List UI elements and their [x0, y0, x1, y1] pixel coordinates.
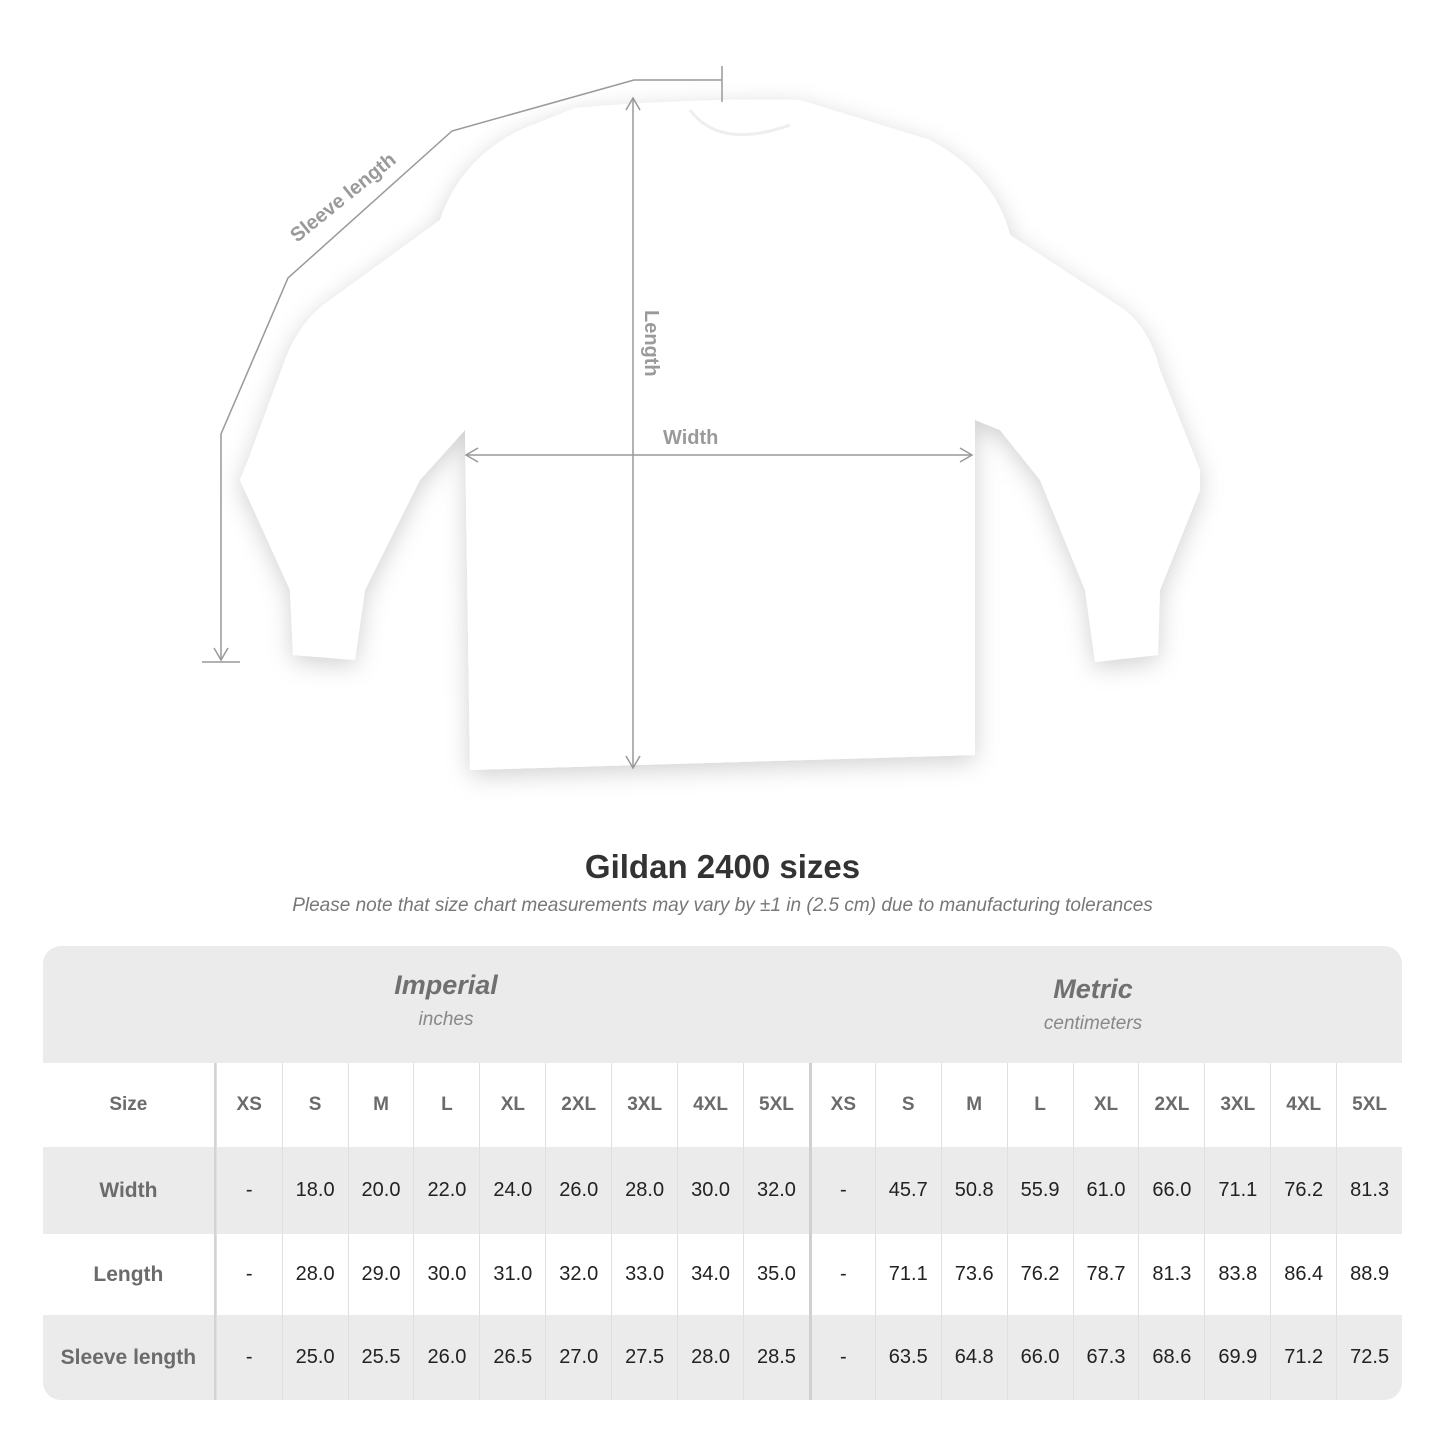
imperial-value: - [215, 1315, 282, 1400]
metric-value: - [808, 1147, 875, 1234]
size-header-metric: 2XL [1138, 1063, 1204, 1147]
size-header-imperial: 4XL [677, 1063, 743, 1147]
row-label: Sleeve length [43, 1315, 216, 1400]
imperial-value: 30.0 [413, 1234, 479, 1315]
metric-value: 88.9 [1336, 1234, 1402, 1315]
size-header-metric: L [1006, 1063, 1073, 1147]
metric-value: 73.6 [940, 1234, 1007, 1315]
imperial-value: 33.0 [611, 1234, 677, 1315]
table-row-width: Width -18.0 20.0 22.0 24.0 26.0 28.0 30.0 32.0-4… [43, 1147, 1402, 1234]
metric-value: 67.3 [1072, 1315, 1139, 1400]
size-header-metric: XL [1072, 1063, 1139, 1147]
sleeve-measure-line [202, 66, 723, 663]
imperial-value: 28.0 [677, 1315, 743, 1400]
metric-unit: centimeters [1043, 1013, 1143, 1034]
metric-header: Metric centimeters [868, 946, 1318, 1063]
table-row-length: Length -28.0 29.0 30.0 31.0 32.0 33.0 34.0 35.0-… [43, 1234, 1402, 1315]
metric-value: 83.8 [1204, 1234, 1270, 1315]
size-header-imperial: 3XL [611, 1063, 677, 1147]
size-header-metric: 3XL [1204, 1063, 1270, 1147]
metric-value: 45.7 [874, 1147, 941, 1234]
imperial-value: 34.0 [677, 1234, 743, 1315]
imperial-unit: inches [418, 1009, 474, 1030]
imperial-value: 26.0 [545, 1147, 611, 1234]
imperial-value: 35.0 [743, 1234, 809, 1315]
imperial-value: 28.5 [743, 1315, 809, 1400]
metric-value: 81.3 [1138, 1234, 1204, 1315]
sleeve-length-label: Sleeve length [286, 149, 400, 247]
length-label: Length [640, 310, 662, 377]
size-header-metric: M [940, 1063, 1007, 1147]
tolerance-note: Please note that size chart measurements… [292, 895, 1153, 916]
imperial-value: - [215, 1147, 282, 1234]
imperial-value: 28.0 [611, 1147, 677, 1234]
imperial-value: 18.0 [281, 1147, 348, 1234]
long-sleeve-shirt [240, 99, 1200, 770]
metric-value: 71.1 [1204, 1147, 1270, 1234]
metric-value: - [808, 1315, 875, 1400]
width-label: Width [663, 427, 718, 449]
imperial-title: Imperial [394, 970, 498, 1000]
page-title: Gildan 2400 sizes [584, 848, 861, 885]
size-header-imperial: M [347, 1063, 414, 1147]
metric-value: 66.0 [1138, 1147, 1204, 1234]
size-header-row: Size XS S M L XL 2XL 3XL 4XL 5XL XS S M L XL 2XL 3XL 4XL 5… [43, 1063, 1402, 1147]
imperial-value: 20.0 [347, 1147, 414, 1234]
imperial-value: 25.5 [347, 1315, 414, 1400]
size-label: Size [43, 1063, 216, 1147]
imperial-value: 31.0 [479, 1234, 545, 1315]
imperial-value: 27.0 [545, 1315, 611, 1400]
imperial-value: 26.5 [479, 1315, 545, 1400]
imperial-header: Imperial inches [216, 946, 676, 1063]
metric-value: 61.0 [1072, 1147, 1139, 1234]
metric-value: 55.9 [1006, 1147, 1073, 1234]
imperial-value: 27.5 [611, 1315, 677, 1400]
metric-value: 81.3 [1336, 1147, 1402, 1234]
imperial-value: 29.0 [347, 1234, 414, 1315]
size-header-imperial: S [281, 1063, 348, 1147]
metric-value: - [808, 1234, 875, 1315]
width-measure-line [464, 447, 974, 463]
metric-value: 71.2 [1270, 1315, 1336, 1400]
imperial-value: - [215, 1234, 282, 1315]
metric-value: 69.9 [1204, 1315, 1270, 1400]
size-header-imperial: 2XL [545, 1063, 611, 1147]
length-measure-line [625, 96, 641, 770]
metric-value: 66.0 [1006, 1315, 1073, 1400]
metric-value: 68.6 [1138, 1315, 1204, 1400]
size-header-imperial: L [413, 1063, 479, 1147]
metric-value: 50.8 [940, 1147, 1007, 1234]
metric-value: 86.4 [1270, 1234, 1336, 1315]
row-label: Length [43, 1234, 216, 1315]
metric-value: 76.2 [1270, 1147, 1336, 1234]
size-header-imperial: 5XL [743, 1063, 809, 1147]
imperial-value: 22.0 [413, 1147, 479, 1234]
metric-value: 76.2 [1006, 1234, 1073, 1315]
shirt-diagram: Sleeve length Length Width [202, 66, 1200, 770]
imperial-value: 25.0 [281, 1315, 348, 1400]
table-row-sleeve-length: Sleeve length -25.0 25.5 26.0 26.5 27.0 27.5 28… [43, 1315, 1402, 1400]
size-header-metric: 5XL [1336, 1063, 1402, 1147]
imperial-value: 32.0 [545, 1234, 611, 1315]
imperial-value: 28.0 [281, 1234, 348, 1315]
size-header-metric: XS [808, 1063, 875, 1147]
metric-value: 78.7 [1072, 1234, 1139, 1315]
imperial-value: 26.0 [413, 1315, 479, 1400]
row-label: Width [43, 1147, 216, 1234]
metric-title: Metric [1053, 974, 1133, 1004]
imperial-value: 30.0 [677, 1147, 743, 1234]
size-header-metric: S [874, 1063, 941, 1147]
imperial-value: 24.0 [479, 1147, 545, 1234]
size-table: Imperial inches Metric centimeters Size X… [43, 946, 1402, 1400]
size-header-metric: 4XL [1270, 1063, 1336, 1147]
size-header-imperial: XL [479, 1063, 545, 1147]
imperial-value: 32.0 [743, 1147, 809, 1234]
metric-value: 71.1 [874, 1234, 941, 1315]
size-header-imperial: XS [215, 1063, 282, 1147]
metric-value: 72.5 [1336, 1315, 1402, 1400]
metric-value: 63.5 [874, 1315, 941, 1400]
metric-value: 64.8 [940, 1315, 1007, 1400]
